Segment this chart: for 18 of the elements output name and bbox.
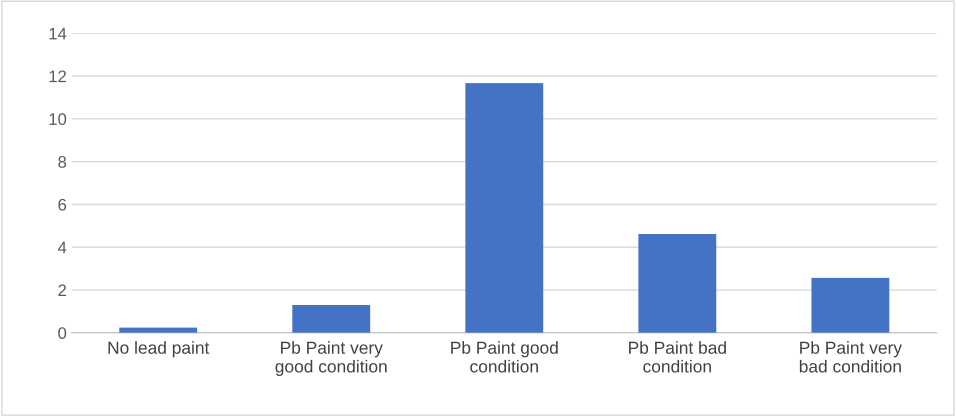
- y-tick-label: 6: [58, 198, 66, 211]
- bar: [292, 304, 370, 333]
- y-tick-label: 4: [58, 242, 66, 254]
- y-tick-label: 0: [58, 327, 66, 340]
- y-tick-label: 14: [50, 28, 66, 40]
- bar: [638, 234, 716, 333]
- bar: [465, 83, 544, 333]
- x-tick-label: No lead paint: [108, 341, 210, 358]
- x-tick-label: Pb Paint good condition: [451, 341, 558, 373]
- y-tick-label: 10: [50, 113, 66, 126]
- x-tick-label: Pb Paint very good condition: [276, 341, 387, 376]
- y-tick-label: 2: [58, 284, 66, 296]
- x-tick-label: Pb Paint bad condition: [629, 341, 726, 373]
- bar: [811, 278, 890, 333]
- x-tick-label: Pb Paint very bad condition: [800, 341, 902, 373]
- bar: [119, 328, 198, 333]
- y-tick-label: 12: [50, 70, 66, 82]
- y-tick-label: 8: [58, 156, 66, 168]
